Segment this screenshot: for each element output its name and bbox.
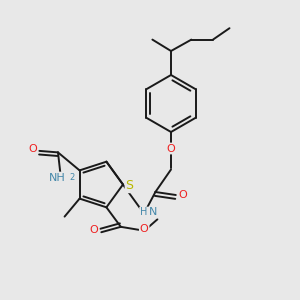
Text: H: H (140, 207, 147, 218)
Text: O: O (178, 190, 187, 200)
Text: NH: NH (49, 172, 66, 183)
Text: S: S (126, 179, 134, 192)
Text: O: O (28, 144, 37, 154)
Text: N: N (149, 207, 157, 218)
Text: O: O (140, 224, 148, 234)
Text: 2: 2 (69, 173, 75, 182)
Text: O: O (167, 143, 176, 154)
Text: O: O (90, 225, 98, 236)
